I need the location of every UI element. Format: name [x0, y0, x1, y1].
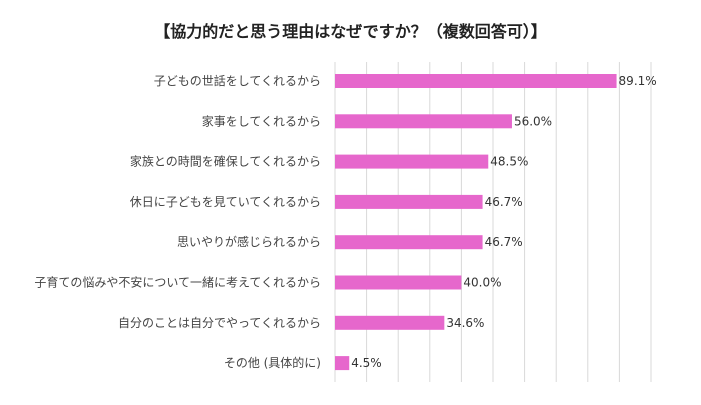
category-labels: 子どもの世話をしてくれるから家事をしてくれるから家族との時間を確保してくれるから… [34, 73, 321, 370]
value-label: 56.0% [514, 114, 552, 128]
value-label: 48.5% [490, 155, 528, 169]
value-labels: 89.1% 56.0% 48.5% 46.7% 46.7% 40.0% 34.6% 4.5% [351, 74, 656, 370]
chart-title: 【協力的だと思う理由はなぜですか？（複数回答可）】 [154, 22, 547, 41]
category-label: 休日に子どもを見ていてくれるから [130, 195, 321, 209]
bar [335, 154, 489, 169]
value-label: 34.6% [446, 316, 484, 330]
bar [335, 235, 483, 250]
value-label: 46.7% [485, 195, 523, 209]
value-label: 89.1% [619, 74, 657, 88]
category-label: 家事をしてくれるから [202, 113, 321, 128]
bar [335, 356, 350, 371]
grid-lines [334, 62, 652, 382]
category-label: その他 (具体的に) [224, 355, 321, 370]
category-label: 子どもの世話をしてくれるから [154, 73, 321, 88]
bar [335, 114, 512, 129]
bar [335, 315, 445, 330]
value-label: 4.5% [351, 356, 382, 370]
value-label: 40.0% [463, 276, 501, 290]
category-label: 自分のことは自分でやってくれるから [118, 316, 321, 330]
category-label: 家族との時間を確保してくれるから [130, 154, 321, 169]
category-label: 思いやりが感じられるから [177, 234, 321, 249]
category-label: 子育ての悩みや不安について一緒に考えてくれるから [34, 275, 321, 290]
bar [335, 194, 483, 209]
value-label: 46.7% [485, 235, 523, 249]
bars [335, 74, 617, 371]
bar [335, 275, 462, 290]
bar [335, 74, 617, 88]
